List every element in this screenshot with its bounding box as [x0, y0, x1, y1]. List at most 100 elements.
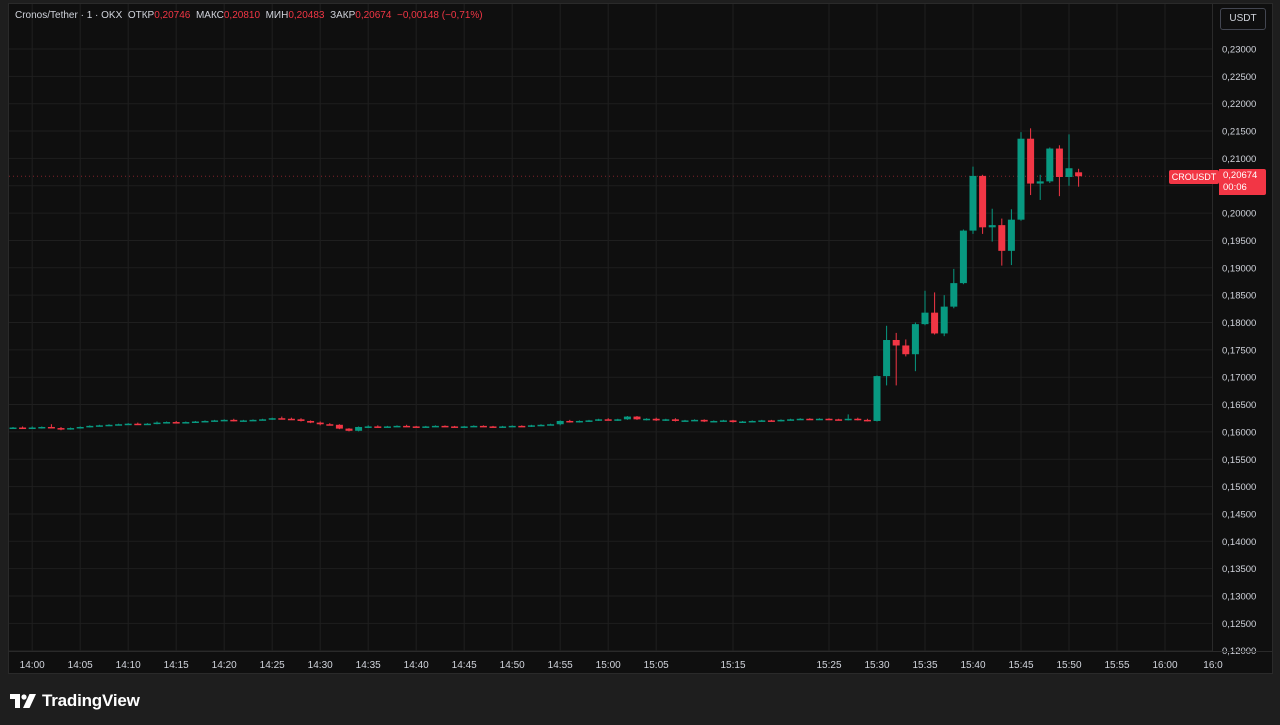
- x-tick-label: 15:15: [720, 660, 745, 671]
- candle-body: [403, 425, 411, 428]
- x-tick-label: 14:35: [356, 660, 381, 671]
- currency-button[interactable]: USDT: [1220, 8, 1266, 30]
- candle-body: [892, 340, 900, 346]
- y-tick-label: 0,23000: [1222, 45, 1256, 56]
- x-tick-label: 16:00: [1152, 660, 1177, 671]
- candle-body: [278, 418, 286, 420]
- candle-body: [86, 425, 94, 428]
- y-tick-label: 0,20000: [1222, 209, 1256, 220]
- candle-body: [700, 419, 708, 422]
- candle-body: [566, 420, 574, 423]
- candle-body: [959, 230, 967, 284]
- candle-body: [201, 420, 209, 423]
- candle-body: [854, 418, 862, 421]
- x-tick-label: 15:05: [644, 660, 669, 671]
- candle-body: [671, 419, 679, 421]
- candle-body: [691, 419, 699, 422]
- tradingview-logo-icon: [10, 694, 36, 708]
- candle-body: [710, 420, 718, 423]
- candle-body: [815, 418, 823, 421]
- x-tick-label: 16:0: [1203, 660, 1223, 671]
- x-tick-label: 14:25: [260, 660, 285, 671]
- tradingview-brand[interactable]: TradingView: [10, 690, 140, 712]
- candle-body: [211, 420, 219, 422]
- chart-pane[interactable]: 0,230000,225000,220000,215000,210000,205…: [8, 3, 1273, 674]
- brand-name: TradingView: [42, 691, 140, 710]
- candle-body: [76, 426, 84, 429]
- x-tick-label: 14:45: [452, 660, 477, 671]
- candle-body: [643, 418, 651, 421]
- legend-low-value: 0,20483: [288, 10, 325, 21]
- candle-body: [1075, 172, 1083, 177]
- x-tick-label: 15:40: [960, 660, 985, 671]
- candle-body: [460, 426, 468, 428]
- candle-body: [979, 175, 987, 228]
- candle-body: [777, 419, 785, 422]
- candle-body: [873, 376, 881, 421]
- candle-body: [182, 422, 190, 424]
- candle-body: [441, 425, 449, 428]
- candle-body: [911, 324, 919, 355]
- candle-body: [9, 427, 17, 430]
- candle-body: [422, 426, 430, 428]
- candle-body: [479, 425, 487, 428]
- candle-body: [28, 427, 36, 430]
- y-tick-label: 0,21000: [1222, 154, 1256, 165]
- legend-change: −0,00148 (−0,71%): [397, 10, 483, 21]
- candle-body: [191, 421, 199, 424]
- legend-close-label: ЗАКР: [330, 10, 356, 21]
- candlestick-chart[interactable]: 0,230000,225000,220000,215000,210000,205…: [9, 4, 1273, 674]
- x-tick-label: 14:50: [500, 660, 525, 671]
- candle-body: [969, 175, 977, 231]
- candle-body: [67, 428, 75, 430]
- x-tick-label: 15:00: [596, 660, 621, 671]
- candle-body: [998, 225, 1006, 251]
- ohlc-legend: Cronos/Tether · 1 · OKX ОТКР0,20746 МАКС…: [15, 10, 483, 21]
- candle-body: [633, 416, 641, 420]
- candle-body: [883, 340, 891, 377]
- candle-body: [595, 419, 603, 421]
- candle-body: [374, 426, 382, 428]
- candle-body: [662, 419, 670, 421]
- candle-body: [575, 420, 583, 423]
- price-tag-countdown: 00:06: [1223, 182, 1247, 193]
- candle-body: [431, 425, 439, 428]
- candle-body: [547, 424, 555, 426]
- x-tick-label: 15:55: [1104, 660, 1129, 671]
- candle-body: [719, 420, 727, 422]
- candle-body: [57, 428, 65, 430]
- candle-body: [1036, 181, 1044, 184]
- candle-body: [518, 425, 526, 428]
- y-tick-label: 0,13000: [1222, 592, 1256, 603]
- x-tick-label: 15:30: [864, 660, 889, 671]
- candle-body: [902, 345, 910, 355]
- legend-open-label: ОТКР: [127, 10, 155, 21]
- candle-body: [863, 419, 871, 422]
- candle-body: [393, 425, 401, 428]
- y-tick-label: 0,14500: [1222, 509, 1256, 520]
- candle-body: [19, 427, 27, 430]
- candle-body: [527, 425, 535, 427]
- x-tick-label: 14:20: [212, 660, 237, 671]
- candle-body: [556, 420, 564, 425]
- y-tick-label: 0,15000: [1222, 482, 1256, 493]
- candle-body: [249, 419, 257, 422]
- candle-body: [787, 419, 795, 421]
- candle-body: [316, 422, 324, 425]
- candle-body: [383, 426, 391, 428]
- y-tick-label: 0,22000: [1222, 99, 1256, 110]
- candle-body: [134, 423, 142, 426]
- candle-body: [297, 419, 305, 421]
- x-tick-label: 15:50: [1056, 660, 1081, 671]
- x-tick-label: 14:15: [164, 660, 189, 671]
- candle-body: [806, 418, 814, 421]
- candle-body: [748, 420, 756, 423]
- y-tick-label: 0,16500: [1222, 400, 1256, 411]
- candle-body: [307, 420, 315, 423]
- candle-body: [652, 418, 660, 421]
- x-tick-label: 15:35: [912, 660, 937, 671]
- candle-body: [614, 419, 622, 421]
- y-tick-label: 0,16000: [1222, 427, 1256, 438]
- candle-body: [143, 423, 151, 426]
- x-tick-label: 14:05: [68, 660, 93, 671]
